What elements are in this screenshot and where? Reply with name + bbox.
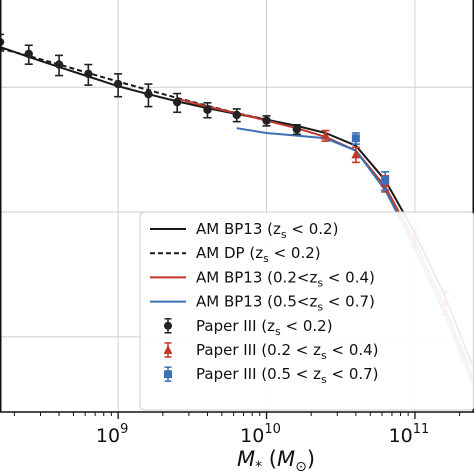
data-point: [381, 176, 390, 185]
data-point: [113, 79, 123, 89]
data-point: [84, 69, 93, 79]
legend-label: Paper III (0.5 < zs < 0.7): [196, 365, 379, 386]
data-point: [203, 105, 212, 114]
legend-label: AM DP (zs < 0.2): [196, 244, 321, 265]
legend-label: AM BP13 (zs < 0.2): [196, 220, 338, 241]
legend-box: [139, 211, 474, 411]
legend-marker: [164, 321, 172, 330]
legend-label: AM BP13 (0.2<zs < 0.4): [196, 268, 375, 289]
data-point: [54, 60, 64, 69]
data-point: [232, 110, 241, 120]
series-group: [351, 132, 390, 191]
data-point: [144, 89, 153, 99]
x-axis-label: M* (M⊙): [237, 447, 315, 474]
legend-marker: [164, 370, 172, 379]
data-point: [262, 116, 271, 125]
legend-label: Paper III (zs < 0.2): [196, 317, 333, 338]
series-line: [0, 47, 267, 121]
x-tick-label: 1011: [389, 422, 430, 447]
legend-label: AM BP13 (0.5<zs < 0.7): [196, 293, 375, 314]
legend-label: Paper III (0.2 < zs < 0.4): [196, 341, 379, 362]
data-point: [24, 49, 33, 59]
x-tick-label: 1010: [240, 422, 281, 447]
data-point: [351, 149, 361, 159]
x-tick-label: 109: [96, 422, 128, 447]
data-point: [351, 134, 360, 143]
legend-layer: AM BP13 (zs < 0.2) AM DP (zs < 0.2) AM BP1…: [139, 211, 474, 411]
series-group: [0, 33, 302, 136]
legend-marker: [163, 345, 173, 354]
data-point: [292, 125, 302, 134]
data-point: [172, 97, 182, 107]
data-point: [321, 130, 331, 140]
series-group: [0, 47, 267, 121]
